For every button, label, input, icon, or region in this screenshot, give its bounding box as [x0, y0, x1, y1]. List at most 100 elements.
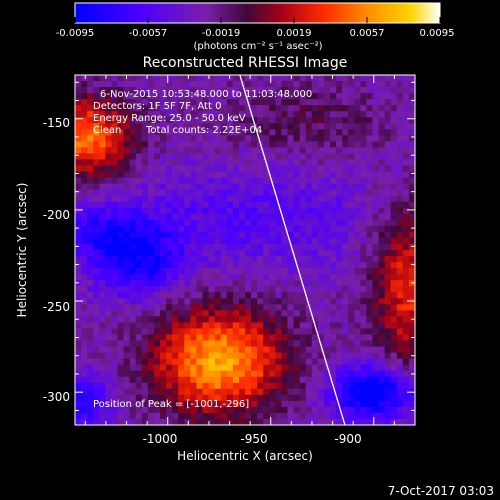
heatmap-cell	[172, 243, 179, 251]
heatmap-cell	[208, 400, 216, 408]
heatmap-cell	[105, 388, 113, 396]
heatmap-cell	[226, 376, 234, 384]
heatmap-cell	[238, 75, 246, 82]
heatmap-cell	[178, 400, 185, 408]
heatmap-cell	[117, 382, 125, 390]
heatmap-cell	[257, 189, 264, 197]
heatmap-cell	[360, 135, 368, 142]
heatmap-cell	[99, 328, 106, 336]
heatmap-cell	[305, 418, 313, 425]
heatmap-cell	[93, 412, 100, 420]
heatmap-cell	[263, 394, 270, 402]
heatmap-cell	[323, 394, 331, 402]
heatmap-cell	[160, 346, 167, 354]
heatmap-cell	[348, 400, 355, 408]
heatmap-cell	[378, 189, 386, 197]
heatmap-cell	[287, 117, 295, 124]
heatmap-cell	[245, 117, 252, 124]
heatmap-cell	[251, 87, 258, 94]
heatmap-cell	[75, 123, 82, 130]
heatmap-cell	[269, 201, 276, 209]
heatmap-cell	[336, 286, 343, 293]
heatmap-cell	[220, 400, 228, 408]
heatmap-cell	[87, 171, 94, 179]
heatmap-cell	[372, 268, 380, 275]
heatmap-cell	[299, 412, 307, 420]
heatmap-cell	[196, 388, 204, 396]
heatmap-cell	[123, 135, 131, 142]
heatmap-cell	[330, 262, 337, 269]
heatmap-cell	[117, 388, 125, 396]
heatmap-cell	[396, 189, 404, 197]
heatmap-cell	[166, 183, 173, 191]
heatmap-cell	[299, 219, 307, 227]
heatmap-cell	[281, 231, 289, 239]
heatmap-cell	[366, 268, 374, 275]
heatmap-cell	[384, 153, 392, 161]
heatmap-cell	[214, 418, 222, 425]
heatmap-cell	[178, 189, 185, 197]
heatmap-cell	[111, 316, 119, 324]
heatmap-cell	[378, 364, 386, 372]
heatmap-cell	[317, 370, 325, 378]
heatmap-cell	[402, 189, 410, 197]
heatmap-cell	[360, 111, 368, 118]
heatmap-cell	[402, 165, 410, 173]
heatmap-cell	[330, 316, 337, 324]
heatmap-cell	[305, 292, 313, 299]
heatmap-cell	[366, 93, 374, 100]
heatmap-cell	[123, 358, 131, 366]
heatmap-cell	[208, 75, 216, 82]
heatmap-cell	[208, 165, 216, 173]
heatmap-cell	[111, 268, 119, 275]
heatmap-cell	[336, 225, 343, 233]
heatmap-cell	[238, 177, 246, 185]
heatmap-cell	[172, 292, 179, 299]
heatmap-cell	[275, 412, 283, 420]
heatmap-cell	[360, 388, 368, 396]
heatmap-cell	[305, 99, 313, 106]
heatmap-cell	[293, 93, 301, 100]
heatmap-cell	[408, 298, 415, 305]
heatmap-cell	[220, 256, 228, 263]
heatmap-cell	[305, 340, 313, 348]
heatmap-cell	[257, 334, 264, 342]
heatmap-cell	[202, 352, 210, 360]
heatmap-cell	[372, 87, 380, 94]
heatmap-cell	[323, 189, 331, 197]
heatmap-cell	[184, 171, 191, 179]
heatmap-cell	[390, 328, 398, 336]
heatmap-cell	[263, 177, 270, 185]
heatmap-cell	[123, 304, 131, 311]
heatmap-cell	[348, 388, 355, 396]
heatmap-cell	[123, 117, 131, 124]
heatmap-cell	[117, 256, 125, 263]
heatmap-cell	[287, 207, 295, 215]
heatmap-cell	[390, 189, 398, 197]
heatmap-cell	[372, 310, 380, 317]
heatmap-cell	[141, 201, 149, 209]
heatmap-cell	[190, 117, 198, 124]
heatmap-cell	[172, 400, 179, 408]
heatmap-cell	[153, 243, 161, 251]
heatmap-cell	[105, 250, 113, 257]
heatmap-cell	[87, 135, 94, 142]
heatmap-cell	[408, 292, 415, 299]
heatmap-cell	[354, 75, 361, 82]
heatmap-cell	[372, 165, 380, 173]
heatmap-cell	[317, 268, 325, 275]
heatmap-cell	[390, 358, 398, 366]
heatmap-cell	[366, 388, 374, 396]
heatmap-cell	[275, 256, 283, 263]
heatmap-cell	[220, 274, 228, 281]
heatmap-cell	[293, 213, 301, 221]
heatmap-cell	[402, 105, 410, 112]
heatmap-cell	[111, 340, 119, 348]
heatmap-cell	[281, 99, 289, 106]
heatmap-cell	[366, 231, 374, 239]
heatmap-cell	[190, 334, 198, 342]
heatmap-cell	[293, 376, 301, 384]
heatmap-cell	[105, 394, 113, 402]
heatmap-cell	[81, 418, 88, 425]
heatmap-cell	[166, 201, 173, 209]
